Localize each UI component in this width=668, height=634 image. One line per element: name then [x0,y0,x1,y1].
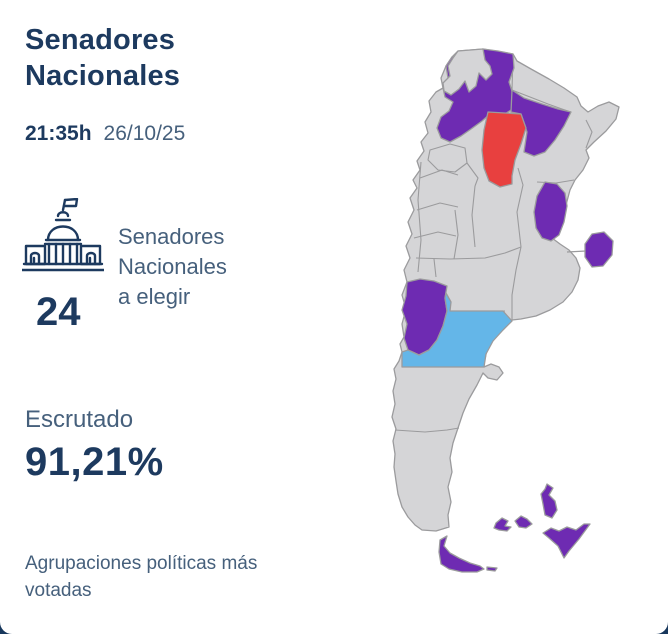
province-entre-rios[interactable] [533,181,568,242]
islas-malvinas-west[interactable] [493,517,512,532]
province-borders [394,54,593,433]
province-caba[interactable] [584,231,614,268]
scrutiny-percentage: 91,21% [25,440,164,484]
province-santiago-del-estero[interactable] [481,111,527,188]
isla-de-los-estados[interactable] [486,566,498,572]
argentina-map [370,0,668,634]
timestamp-row: 21:35h 26/10/25 [25,122,185,146]
scrutiny-label: Escrutado [25,406,134,433]
islas-atlantico-sur[interactable] [540,483,558,519]
seats-to-elect-label: Senadores Nacionales a elegir [118,224,227,309]
province-rio-negro[interactable] [401,292,513,368]
page-title: Senadores Nacionales [25,24,181,92]
islas-malvinas-east[interactable] [514,515,533,529]
seats-block: 24 Senadores Nacionales a elegir [22,198,227,334]
congress-building-icon [22,198,104,272]
map-landmass[interactable] [391,48,620,532]
antartida-argentina[interactable] [542,523,591,559]
most-voted-parties-note: Agrupaciones políticas más votadas [25,553,258,601]
update-time: 21:35h [25,122,92,145]
seats-to-elect-value: 24 [36,290,81,334]
province-jujuy[interactable] [442,48,493,96]
caba-leader-line [566,250,587,253]
province-tierra-del-fuego[interactable] [438,535,485,573]
update-date: 26/10/25 [103,122,186,145]
